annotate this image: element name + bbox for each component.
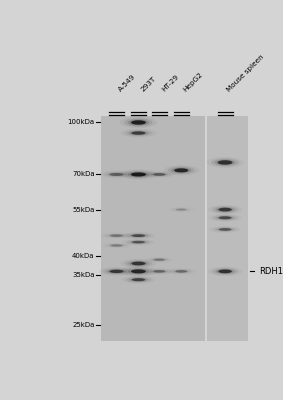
Ellipse shape — [154, 259, 165, 261]
Ellipse shape — [124, 170, 153, 178]
Ellipse shape — [129, 234, 148, 238]
Ellipse shape — [131, 120, 146, 125]
Ellipse shape — [132, 241, 145, 243]
Text: Mouse spleen: Mouse spleen — [226, 53, 265, 93]
Ellipse shape — [153, 270, 165, 273]
Ellipse shape — [126, 277, 151, 282]
Text: 40kDa: 40kDa — [72, 253, 95, 259]
Ellipse shape — [218, 216, 232, 219]
Text: 25kDa: 25kDa — [72, 322, 95, 328]
Ellipse shape — [110, 234, 123, 237]
Ellipse shape — [219, 228, 231, 231]
Ellipse shape — [128, 131, 149, 136]
Ellipse shape — [103, 268, 130, 274]
Ellipse shape — [106, 269, 127, 274]
Ellipse shape — [129, 240, 148, 244]
Ellipse shape — [126, 233, 151, 238]
Ellipse shape — [216, 269, 235, 274]
Bar — [205, 116, 207, 341]
Ellipse shape — [131, 262, 145, 265]
Ellipse shape — [216, 228, 234, 231]
Ellipse shape — [129, 278, 148, 282]
Ellipse shape — [173, 270, 190, 273]
Ellipse shape — [175, 270, 187, 273]
Text: HepG2: HepG2 — [182, 71, 204, 93]
Text: 35kDa: 35kDa — [72, 272, 95, 278]
Ellipse shape — [216, 216, 234, 220]
Text: HT-29: HT-29 — [160, 74, 180, 93]
Bar — [207, 116, 248, 341]
Ellipse shape — [110, 173, 124, 176]
Ellipse shape — [150, 172, 168, 176]
Ellipse shape — [131, 172, 146, 176]
Ellipse shape — [108, 244, 125, 247]
Ellipse shape — [125, 260, 152, 267]
Text: RDH10: RDH10 — [259, 267, 283, 276]
Ellipse shape — [131, 269, 146, 274]
Ellipse shape — [132, 278, 145, 281]
Ellipse shape — [151, 258, 167, 261]
Ellipse shape — [128, 172, 149, 177]
Ellipse shape — [216, 207, 235, 212]
Ellipse shape — [218, 270, 232, 273]
Ellipse shape — [103, 172, 130, 177]
Text: 100kDa: 100kDa — [67, 120, 95, 126]
Ellipse shape — [213, 215, 238, 221]
Ellipse shape — [110, 270, 124, 273]
Ellipse shape — [110, 244, 123, 246]
Text: A-549: A-549 — [118, 73, 137, 93]
Ellipse shape — [212, 206, 238, 213]
Ellipse shape — [124, 118, 153, 127]
Ellipse shape — [131, 131, 145, 135]
Ellipse shape — [125, 130, 152, 136]
Ellipse shape — [174, 168, 188, 172]
Text: 293T: 293T — [140, 76, 157, 93]
Ellipse shape — [126, 240, 151, 244]
Ellipse shape — [211, 158, 239, 167]
Ellipse shape — [171, 168, 191, 173]
Ellipse shape — [168, 166, 195, 174]
Ellipse shape — [215, 159, 235, 166]
Ellipse shape — [147, 172, 171, 177]
Text: 70kDa: 70kDa — [72, 172, 95, 178]
Ellipse shape — [212, 268, 238, 275]
Ellipse shape — [106, 172, 127, 176]
Ellipse shape — [128, 268, 149, 274]
Ellipse shape — [108, 234, 125, 237]
Ellipse shape — [128, 119, 149, 126]
Ellipse shape — [148, 269, 171, 274]
Ellipse shape — [132, 234, 145, 237]
Bar — [101, 116, 248, 341]
Ellipse shape — [213, 227, 237, 232]
Ellipse shape — [218, 208, 232, 212]
Text: 55kDa: 55kDa — [72, 207, 95, 213]
Ellipse shape — [128, 261, 149, 266]
Ellipse shape — [218, 160, 233, 165]
Ellipse shape — [153, 173, 166, 176]
Ellipse shape — [176, 208, 186, 211]
Ellipse shape — [174, 208, 188, 211]
Ellipse shape — [151, 270, 168, 273]
Ellipse shape — [124, 268, 153, 275]
